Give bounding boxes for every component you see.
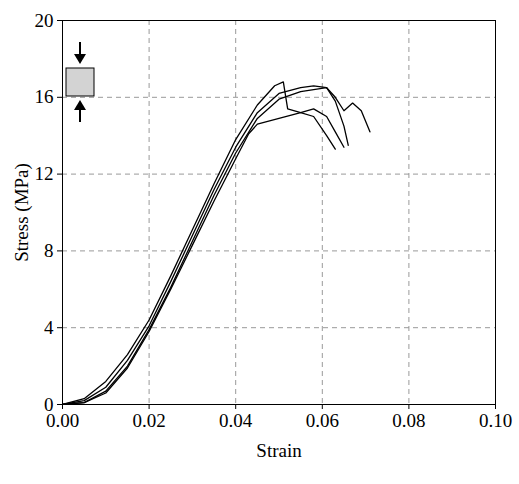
svg-text:0.10: 0.10	[479, 410, 512, 431]
svg-text:Strain: Strain	[256, 440, 302, 461]
svg-text:0.04: 0.04	[219, 410, 253, 431]
svg-text:12: 12	[35, 163, 54, 184]
svg-text:0.06: 0.06	[306, 410, 339, 431]
svg-text:0.02: 0.02	[132, 410, 165, 431]
svg-text:0: 0	[44, 393, 54, 415]
svg-text:0.08: 0.08	[392, 410, 425, 431]
svg-text:0.00: 0.00	[46, 410, 79, 431]
svg-text:Stress (MPa): Stress (MPa)	[11, 163, 33, 262]
svg-text:20: 20	[35, 10, 54, 31]
svg-text:4: 4	[44, 317, 54, 338]
svg-text:16: 16	[35, 86, 54, 107]
svg-text:8: 8	[44, 240, 54, 261]
